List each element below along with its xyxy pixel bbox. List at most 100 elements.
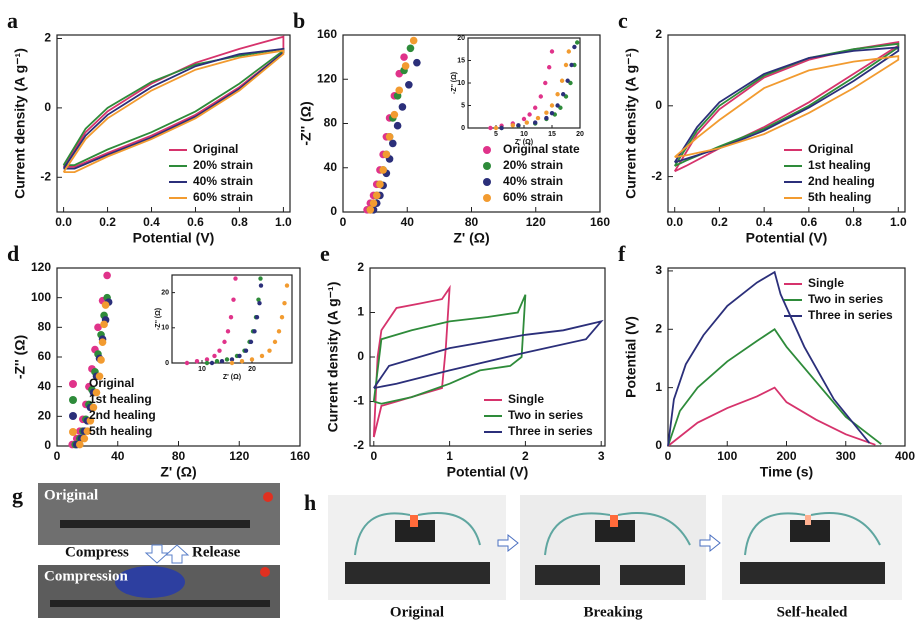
y-tick-label: 100 — [31, 290, 51, 304]
y-tick-label: 10 — [161, 325, 169, 332]
y-tick-label: 80 — [38, 320, 52, 334]
point — [572, 44, 577, 50]
x-tick-label: 40 — [401, 215, 415, 229]
y-tick-label: 5 — [461, 102, 465, 109]
point — [248, 339, 254, 345]
legend-label: Two in series — [508, 408, 583, 422]
photo — [38, 483, 280, 545]
legend-label: Single — [808, 276, 844, 290]
x-tick-label: 15 — [548, 131, 556, 138]
point — [94, 323, 102, 332]
x-tick-label: 0.6 — [801, 215, 818, 229]
point — [527, 112, 532, 117]
point — [533, 120, 538, 125]
x-tick-label: 120 — [229, 449, 249, 463]
point — [229, 360, 235, 366]
point — [254, 315, 260, 320]
point — [279, 315, 285, 320]
point — [499, 125, 504, 131]
point — [388, 139, 397, 148]
point — [209, 360, 215, 366]
point — [372, 191, 381, 200]
inset-chart: 10 20 0 10 20 Z' (Ω) -Z'' (Ω) — [155, 274, 293, 381]
point — [544, 110, 549, 115]
legend-label: Original state — [503, 142, 580, 156]
point — [233, 276, 238, 281]
x-tick-label: 10 — [520, 131, 528, 138]
y-tick-label: 0 — [330, 204, 337, 218]
y-tick-label: 2 — [655, 27, 662, 41]
point — [267, 348, 272, 353]
point — [184, 360, 190, 366]
point — [549, 103, 555, 108]
point — [258, 283, 264, 288]
point — [249, 357, 255, 362]
y-tick-label: 60 — [38, 349, 52, 363]
x-tick-label: 3 — [598, 449, 605, 463]
point — [510, 123, 515, 128]
legend-label: Three in series — [808, 308, 893, 322]
point — [80, 434, 89, 443]
point — [237, 353, 242, 359]
point — [413, 58, 421, 67]
point — [382, 150, 391, 159]
legend-label: Three in series — [508, 424, 593, 438]
x-tick-label: 100 — [717, 449, 737, 463]
point — [569, 62, 574, 68]
point — [86, 416, 95, 425]
y-tick-label: 80 — [324, 116, 338, 130]
x-tick-label: 10 — [198, 366, 206, 373]
point — [390, 110, 399, 119]
legend-label: 1st healing — [89, 392, 152, 406]
x-tick-label: 0.0 — [55, 215, 72, 229]
point — [89, 403, 98, 412]
y-axis-label: -Z'' (Ω) — [12, 335, 28, 379]
series-line — [372, 294, 527, 405]
legend-label: 60% strain — [503, 190, 563, 204]
series-line — [372, 284, 451, 438]
legend-marker — [483, 194, 491, 202]
y-tick-label: 40 — [38, 379, 52, 393]
point — [228, 315, 234, 320]
legend-label: 20% strain — [193, 158, 253, 172]
legend-label: 5th healing — [808, 190, 871, 204]
point — [369, 199, 378, 207]
series-line — [674, 55, 900, 158]
series-line — [673, 42, 900, 167]
point — [493, 125, 499, 131]
y-tick-label: 0 — [655, 438, 662, 452]
x-tick-label: 5 — [494, 131, 498, 138]
legend-marker — [69, 428, 77, 436]
point — [524, 120, 529, 125]
y-tick-label: 40 — [324, 160, 338, 174]
photo-caption: Release — [192, 544, 241, 560]
point — [516, 123, 521, 128]
y-tick-label: -2 — [651, 169, 662, 183]
point — [239, 359, 245, 364]
point — [229, 357, 235, 362]
x-tick-label: 20 — [576, 131, 584, 138]
point — [561, 92, 566, 97]
y-tick-label: 15 — [457, 57, 465, 64]
point — [219, 359, 225, 364]
panel-label: b — [293, 8, 305, 33]
x-tick-label: 0.6 — [187, 215, 204, 229]
x-tick-label: 0.8 — [231, 215, 248, 229]
x-tick-label: 0 — [340, 215, 347, 229]
legend-marker — [69, 412, 77, 420]
point — [398, 103, 407, 111]
y-tick-label: 10 — [457, 80, 465, 87]
point — [405, 80, 413, 89]
legend-label: 60% strain — [193, 190, 253, 204]
point — [225, 329, 231, 334]
y-axis-label: -Z'' (Ω) — [298, 101, 314, 145]
point — [535, 115, 541, 121]
legend-label: 40% strain — [503, 174, 563, 188]
x-tick-label: 120 — [526, 215, 546, 229]
point — [565, 78, 570, 83]
point — [258, 276, 263, 281]
point — [543, 80, 548, 86]
point — [488, 125, 493, 131]
y-axis-label: Current density (A g⁻¹) — [12, 48, 28, 199]
